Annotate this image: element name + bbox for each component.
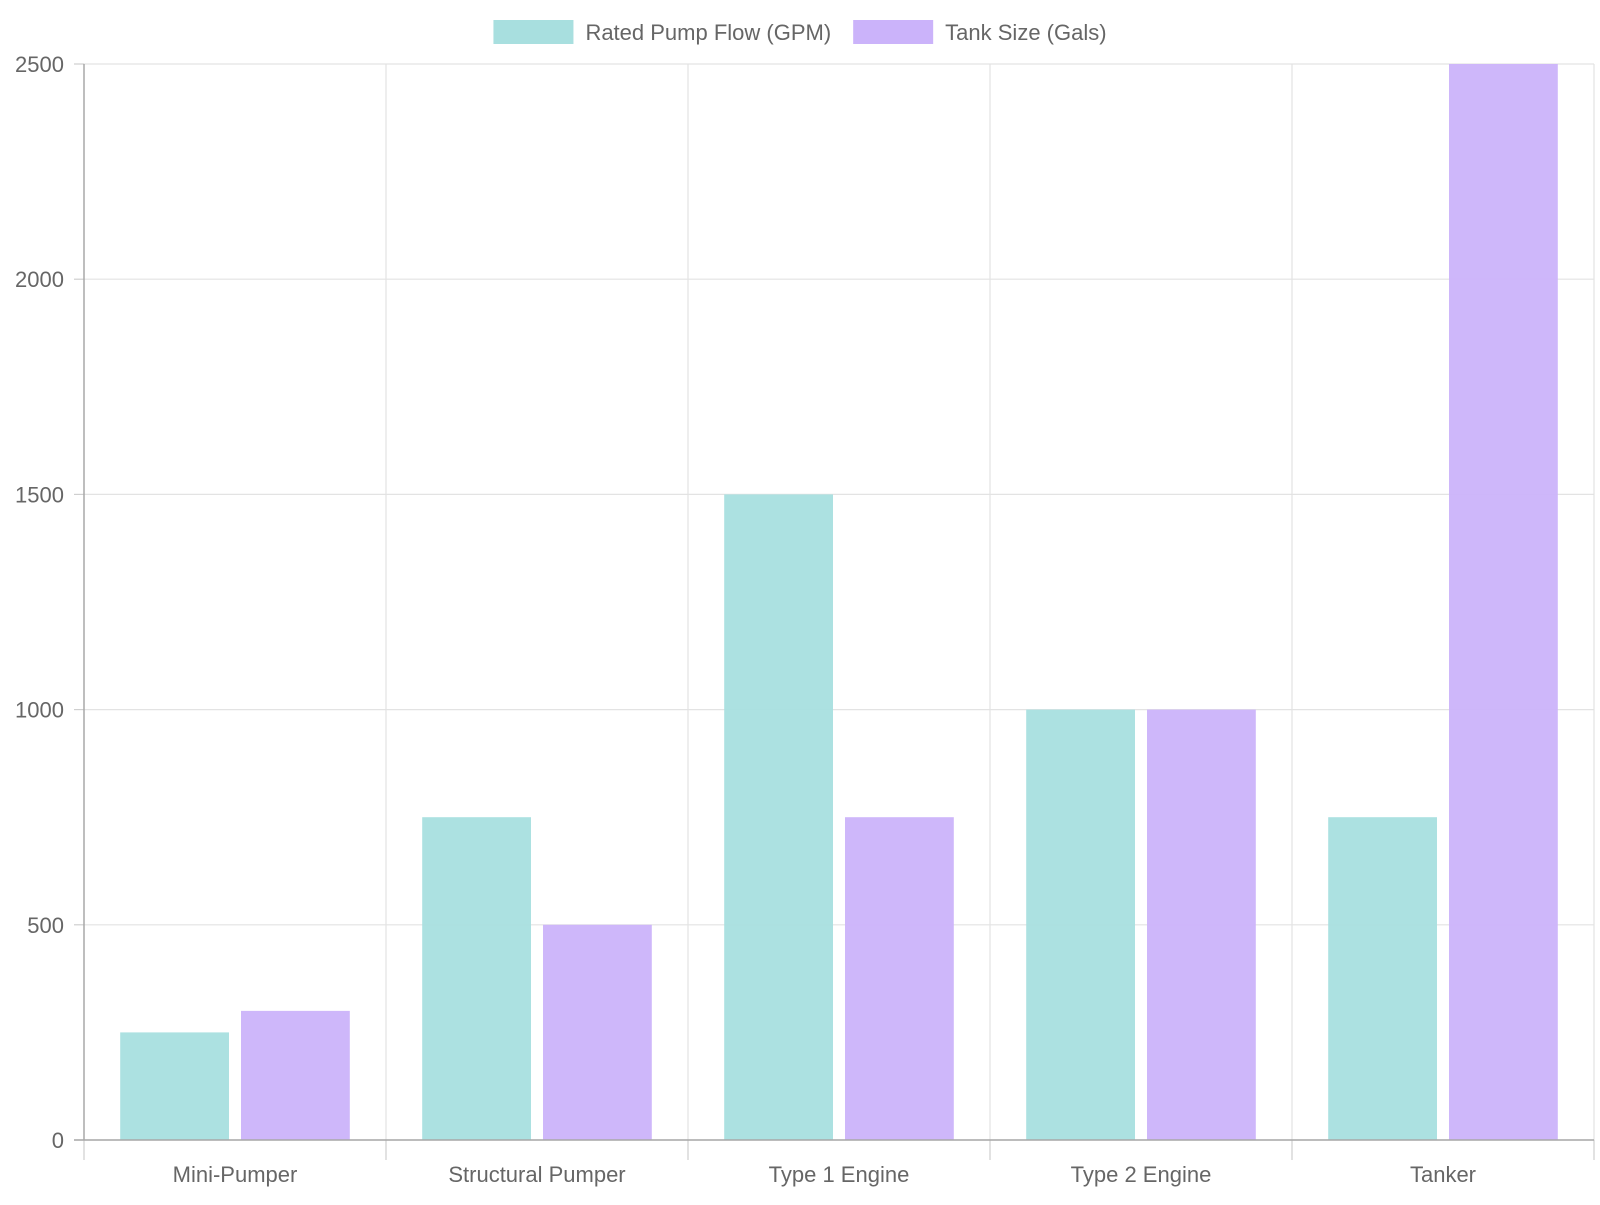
y-tick-label: 0 — [52, 1128, 64, 1153]
bar-tank-size[interactable] — [543, 924, 652, 1140]
y-tick-label: 2000 — [15, 267, 64, 292]
bar-pump-flow[interactable] — [1026, 709, 1135, 1140]
legend-item[interactable]: Rated Pump Flow (GPM) — [493, 20, 831, 45]
y-tick-label: 1500 — [15, 482, 64, 507]
bar-pump-flow[interactable] — [422, 817, 531, 1140]
x-category-label: Type 1 Engine — [769, 1162, 910, 1187]
y-tick-label: 1000 — [15, 698, 64, 723]
y-axis-ticks: 0 500 1000 1500 2000 2500 — [15, 52, 64, 1153]
grid-lines — [84, 63, 1595, 1141]
legend-label: Tank Size (Gals) — [945, 20, 1106, 45]
x-category-label: Mini-Pumper — [173, 1162, 298, 1187]
legend-item[interactable]: Tank Size (Gals) — [853, 20, 1107, 45]
y-tick-label: 500 — [27, 913, 64, 938]
bar-pump-flow[interactable] — [724, 494, 833, 1140]
x-category-label: Type 2 Engine — [1071, 1162, 1212, 1187]
legend-label: Rated Pump Flow (GPM) — [585, 20, 831, 45]
bar-tank-size[interactable] — [845, 817, 954, 1140]
legend: Rated Pump Flow (GPM) Tank Size (Gals) — [493, 20, 1107, 45]
x-category-label: Structural Pumper — [448, 1162, 625, 1187]
y-tick-label: 2500 — [15, 52, 64, 77]
bar-pump-flow[interactable] — [120, 1032, 229, 1140]
bar-tank-size[interactable] — [1449, 64, 1558, 1140]
bars — [120, 64, 1558, 1140]
legend-swatch — [493, 20, 574, 44]
legend-swatch — [853, 20, 934, 44]
x-category-label: Tanker — [1410, 1162, 1476, 1187]
bar-tank-size[interactable] — [241, 1010, 350, 1140]
bar-pump-flow[interactable] — [1328, 817, 1437, 1140]
x-axis-categories: Mini-Pumper Structural Pumper Type 1 Engin… — [173, 1162, 1476, 1187]
axes — [74, 63, 1595, 1160]
bar-tank-size[interactable] — [1147, 709, 1256, 1140]
